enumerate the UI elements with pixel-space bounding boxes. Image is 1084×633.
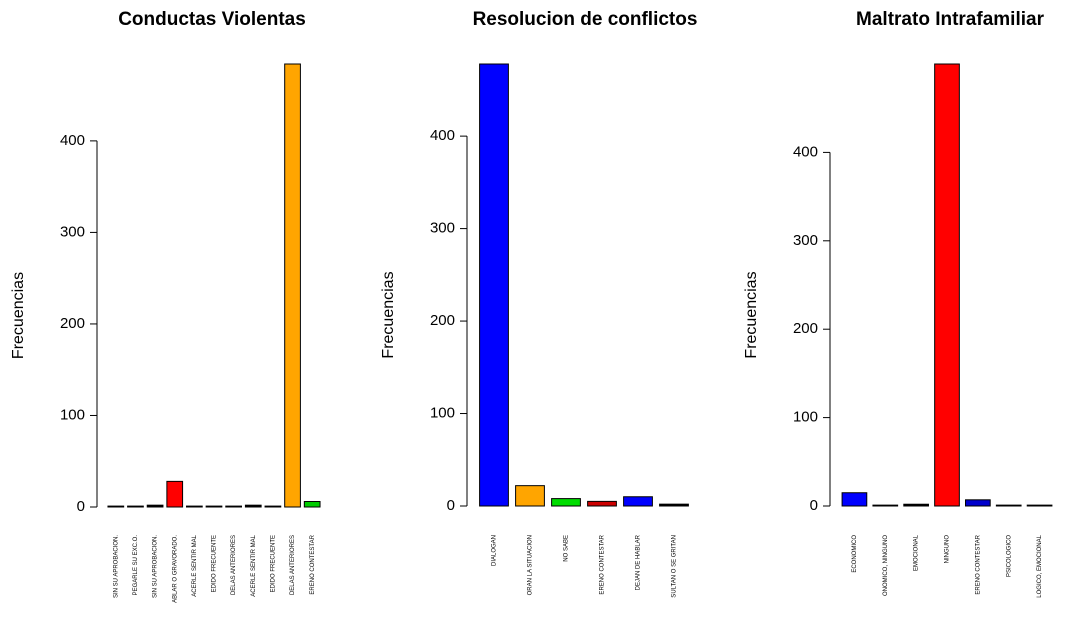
x-tick-label: ERENO CONTESTAR [975,534,981,594]
x-tick-label: PSICOLOGICO [1006,535,1012,577]
bar [244,504,262,508]
x-tick-label: NO SABE [564,535,570,562]
bar [284,63,301,508]
y-tick-label: 0 [810,497,818,514]
x-tick-label: ACERLE SENTIR MAL [251,534,257,596]
bar [107,505,125,508]
y-tick-label: 400 [60,132,85,149]
y-tick-label: 200 [793,320,818,337]
bar [965,499,991,507]
bar [872,504,899,507]
chart-title: Conductas Violentas [118,9,306,30]
y-axis-label: Frecuencias [10,272,27,359]
x-tick-label: SULTAN O SE GRITAN [672,535,678,598]
bar [1026,504,1053,507]
bar [934,63,960,507]
x-tick-label: ERENO CONTESTAR [310,534,316,594]
y-axis-label: Frecuencias [380,271,397,358]
x-tick-label: EMOCIONAL [914,534,920,571]
x-tick-label: ONOMICO, NINGUNO [883,535,889,596]
x-tick-label: PEGARLE SU EXC.O. [133,535,139,596]
bar [623,496,653,507]
y-tick-label: 300 [793,232,818,249]
bar [146,504,164,508]
y-tick-label: 300 [60,223,85,240]
bar [479,63,509,507]
chart-title: Maltrato Intrafamiliar [856,9,1045,30]
x-tick-label: DIALOGAN [492,535,498,566]
bar [841,492,868,507]
bar [515,485,545,507]
bar [995,504,1022,507]
y-tick-label: 100 [60,406,85,423]
bar [205,505,223,508]
x-tick-label: ERENO CONTESTAR [600,534,606,594]
x-tick-label: DELAS ANTERIORES [231,535,237,595]
bar [551,498,581,507]
y-tick-label: 0 [447,497,455,514]
x-tick-label: DELAS ANTERIORES [290,535,296,595]
y-tick-label: 400 [430,127,455,144]
bar [659,503,689,507]
bar [587,500,617,507]
bar [127,505,144,508]
chart-title: Resolucion de conflictos [473,9,698,30]
x-tick-label: ECONOMICO [852,535,858,573]
bar [166,480,184,508]
x-tick-label: SIN SU APROBACION. [113,535,119,598]
y-axis-label: Frecuencias [743,271,760,358]
y-tick-label: 200 [60,315,85,332]
x-tick-label: NINGUNO [945,535,951,564]
bar [903,503,929,507]
x-tick-label: SIN SU APROBACION. [153,535,159,598]
y-tick-label: 100 [430,405,455,422]
bar [225,505,242,508]
y-tick-label: 300 [430,220,455,237]
bar [186,505,203,508]
x-tick-label: ORAN LA SITUACION [528,535,534,595]
x-tick-label: ACERLE SENTIR MAL [192,534,198,596]
bar [303,501,321,508]
x-tick-label: LOGICO, EMOCIONAL [1037,534,1043,597]
x-tick-label: EDIDO FRECUENTE [270,535,276,592]
y-tick-label: 400 [793,143,818,160]
y-tick-label: 100 [793,409,818,426]
y-tick-label: 200 [430,312,455,329]
bar [264,505,282,508]
x-tick-label: DEJAN DE HABLAR [636,534,642,590]
x-tick-label: EDIDO FRECUENTE [212,535,218,592]
x-tick-label: ABLAR O GRAVORADO. [172,535,178,603]
y-tick-label: 0 [77,498,85,515]
